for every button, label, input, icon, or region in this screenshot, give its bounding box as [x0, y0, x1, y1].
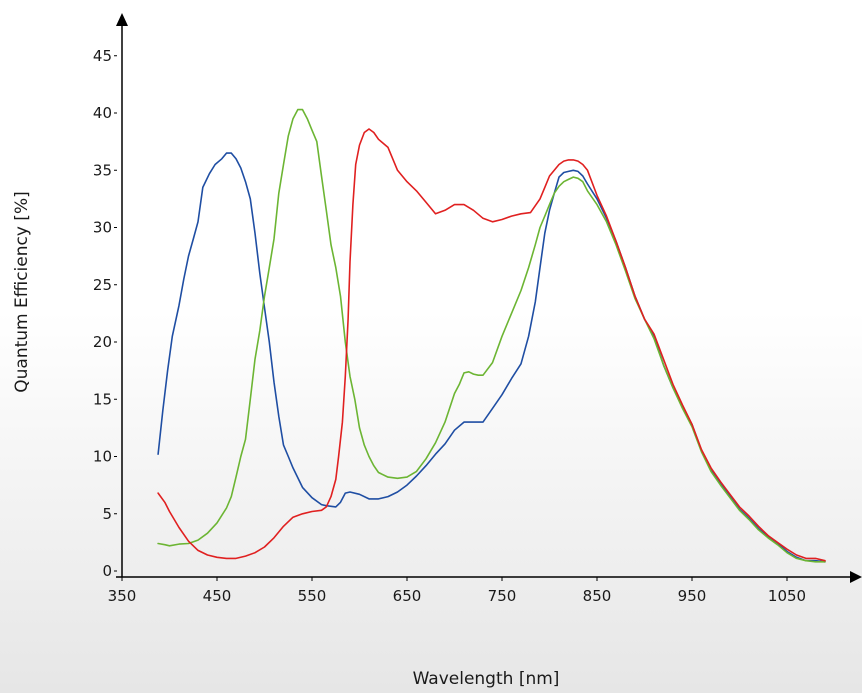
y-tick-label: 10 — [93, 448, 112, 466]
x-tick-label: 1050 — [768, 587, 806, 605]
x-tick-label: 350 — [108, 587, 137, 605]
series-line-3 — [157, 128, 826, 562]
y-tick-label: 0 — [102, 562, 112, 580]
series-layer — [157, 108, 826, 563]
x-tick-label: 750 — [488, 587, 517, 605]
y-tick-label: 35 — [93, 161, 112, 179]
y-tick-label: 25 — [93, 276, 112, 294]
x-axis-arrow — [850, 571, 862, 583]
series-line-1 — [157, 152, 826, 563]
y-ticks: 0 5 10 15 20 25 30 35 40 45 — [93, 47, 117, 580]
x-axis-title: Wavelength [nm] — [413, 669, 560, 689]
y-tick-label: 5 — [102, 505, 112, 523]
y-axis-title: Quantum Efficiency [%] — [12, 191, 32, 392]
x-tick-label: 550 — [298, 587, 327, 605]
x-tick-label: 950 — [678, 587, 707, 605]
y-tick-label: 40 — [93, 104, 112, 122]
x-tick-label: 450 — [203, 587, 232, 605]
y-axis-arrow — [116, 13, 128, 26]
y-tick-label: 45 — [93, 47, 112, 65]
x-tick-label: 650 — [393, 587, 422, 605]
y-tick-label: 20 — [93, 333, 112, 351]
series-line-2 — [157, 108, 826, 563]
axes — [116, 13, 862, 583]
y-tick-label: 15 — [93, 390, 112, 408]
x-tick-label: 850 — [583, 587, 612, 605]
x-ticks: 350 450 550 650 750 850 950 1050 — [108, 577, 806, 605]
y-tick-label: 30 — [93, 219, 112, 237]
